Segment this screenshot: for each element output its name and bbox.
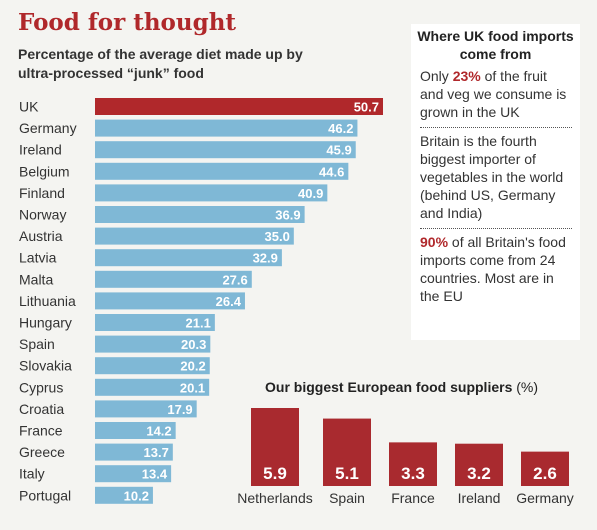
country-label: Ireland [19,142,62,158]
value-label: 40.9 [298,186,323,201]
supplier-value-label: 3.3 [401,464,425,483]
value-label: 32.9 [253,251,278,266]
value-label: 21.1 [186,316,211,331]
page-title: Food for thought [18,9,237,36]
fact-vegetable-importer: Britain is the fourth biggest importer o… [420,133,564,221]
country-label: Slovakia [19,358,72,374]
bar-austria [95,227,294,245]
fact-import-sources: 90% of all Britain's food imports come f… [411,229,580,311]
value-label: 44.6 [319,164,344,179]
suppliers-title-text: Our biggest European food suppliers [265,379,516,395]
bar-portugal [95,486,153,504]
supplier-bar-france [389,442,437,486]
fact3-highlight: 90% [420,234,449,250]
bar-latvia [95,249,282,267]
country-label: Germany [19,120,77,136]
country-label: Croatia [19,401,64,417]
country-label: Greece [19,444,65,460]
bar-slovakia [95,357,210,375]
bar-uk [95,98,383,115]
bar-france [95,422,176,439]
value-label: 13.4 [142,467,168,482]
country-label: Portugal [19,487,71,503]
country-label: Latvia [19,250,57,266]
bar-spain [95,335,211,353]
country-label: Italy [19,466,45,482]
value-label: 20.3 [181,337,206,352]
value-label: 45.9 [326,143,351,158]
value-label: 17.9 [167,402,192,417]
country-label: Belgium [19,163,70,179]
supplier-country-label: France [391,490,435,506]
dotted-divider [420,127,572,128]
bar-norway [95,206,305,223]
value-label: 13.7 [144,445,169,460]
suppliers-title: Our biggest European food suppliers (%) [265,379,538,395]
value-label: 46.2 [328,121,353,136]
fact3-post: of all Britain's food imports come from … [420,234,566,304]
fact-fruit-veg: Only 23% of the fruit and veg we consume… [411,63,580,127]
fact1-pre: Only [420,68,453,84]
bar-finland [95,184,328,202]
country-label: Spain [19,336,55,352]
country-label: Austria [19,228,63,244]
supplier-bar-germany [521,451,569,486]
value-label: 14.2 [146,424,171,439]
supplier-country-label: Netherlands [237,490,313,506]
supplier-bar-netherlands [251,408,299,486]
bar-malta [95,270,252,288]
bar-italy [95,465,172,483]
bar-cyprus [95,378,210,396]
suppliers-unit: (%) [516,379,538,395]
supplier-value-label: 2.6 [533,464,557,483]
country-label: Norway [19,207,66,223]
bar-ireland [95,141,356,159]
country-label: Cyprus [19,379,63,395]
supplier-value-label: 5.1 [335,464,359,483]
imports-panel: Where UK food imports come from Only 23%… [411,24,580,340]
value-label: 20.2 [180,359,205,374]
value-label: 10.2 [124,488,149,503]
bar-hungary [95,314,215,331]
value-label: 27.6 [222,272,247,287]
supplier-bar-ireland [455,443,503,486]
bar-germany [95,119,358,137]
supplier-country-label: Germany [516,490,574,506]
country-label: Lithuania [19,293,76,309]
panel-title: Where UK food imports come from [417,28,574,62]
supplier-country-label: Ireland [458,490,501,506]
country-label: UK [19,99,39,115]
value-label: 20.1 [180,380,205,395]
country-label: France [19,423,63,439]
fact1-post: of the fruit and veg we consume is grown… [420,68,567,120]
chart-subtitle: Percentage of the average diet made up b… [18,46,303,81]
country-label: Hungary [19,315,72,331]
value-label: 36.9 [275,208,300,223]
value-label: 50.7 [354,100,379,115]
bar-belgium [95,162,349,180]
country-label: Finland [19,185,65,201]
value-label: 35.0 [265,229,290,244]
bar-lithuania [95,292,245,310]
supplier-value-label: 3.2 [467,464,491,483]
supplier-bar-spain [323,418,371,486]
bar-croatia [95,400,197,418]
supplier-country-label: Spain [329,490,365,506]
value-label: 26.4 [216,294,242,309]
supplier-value-label: 5.9 [263,464,287,483]
country-label: Malta [19,271,53,287]
dotted-divider [420,228,572,229]
bar-greece [95,443,173,461]
fact1-highlight: 23% [452,68,481,84]
